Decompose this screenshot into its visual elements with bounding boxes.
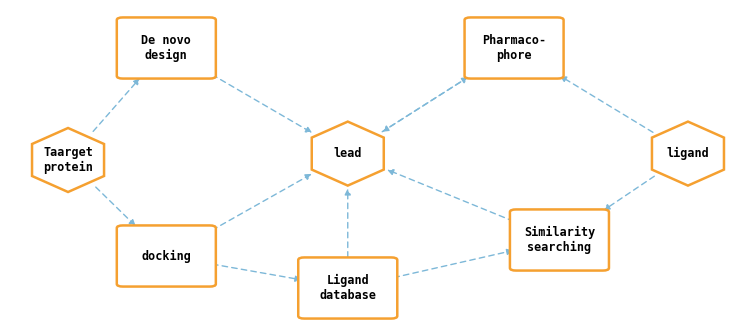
FancyBboxPatch shape (510, 209, 609, 271)
Text: Ligand
database: Ligand database (319, 274, 376, 302)
Polygon shape (32, 128, 104, 192)
FancyBboxPatch shape (464, 17, 564, 78)
Text: Pharmaco-
phore: Pharmaco- phore (482, 34, 546, 62)
FancyBboxPatch shape (116, 17, 216, 78)
FancyBboxPatch shape (116, 225, 216, 287)
Polygon shape (652, 122, 724, 186)
Text: Similarity
searching: Similarity searching (524, 226, 595, 254)
Text: Taarget
protein: Taarget protein (43, 146, 93, 174)
Text: De novo
design: De novo design (141, 34, 191, 62)
FancyBboxPatch shape (298, 257, 398, 318)
Text: lead: lead (333, 147, 362, 160)
Polygon shape (311, 122, 384, 186)
Text: docking: docking (141, 250, 191, 262)
Text: ligand: ligand (667, 147, 709, 160)
